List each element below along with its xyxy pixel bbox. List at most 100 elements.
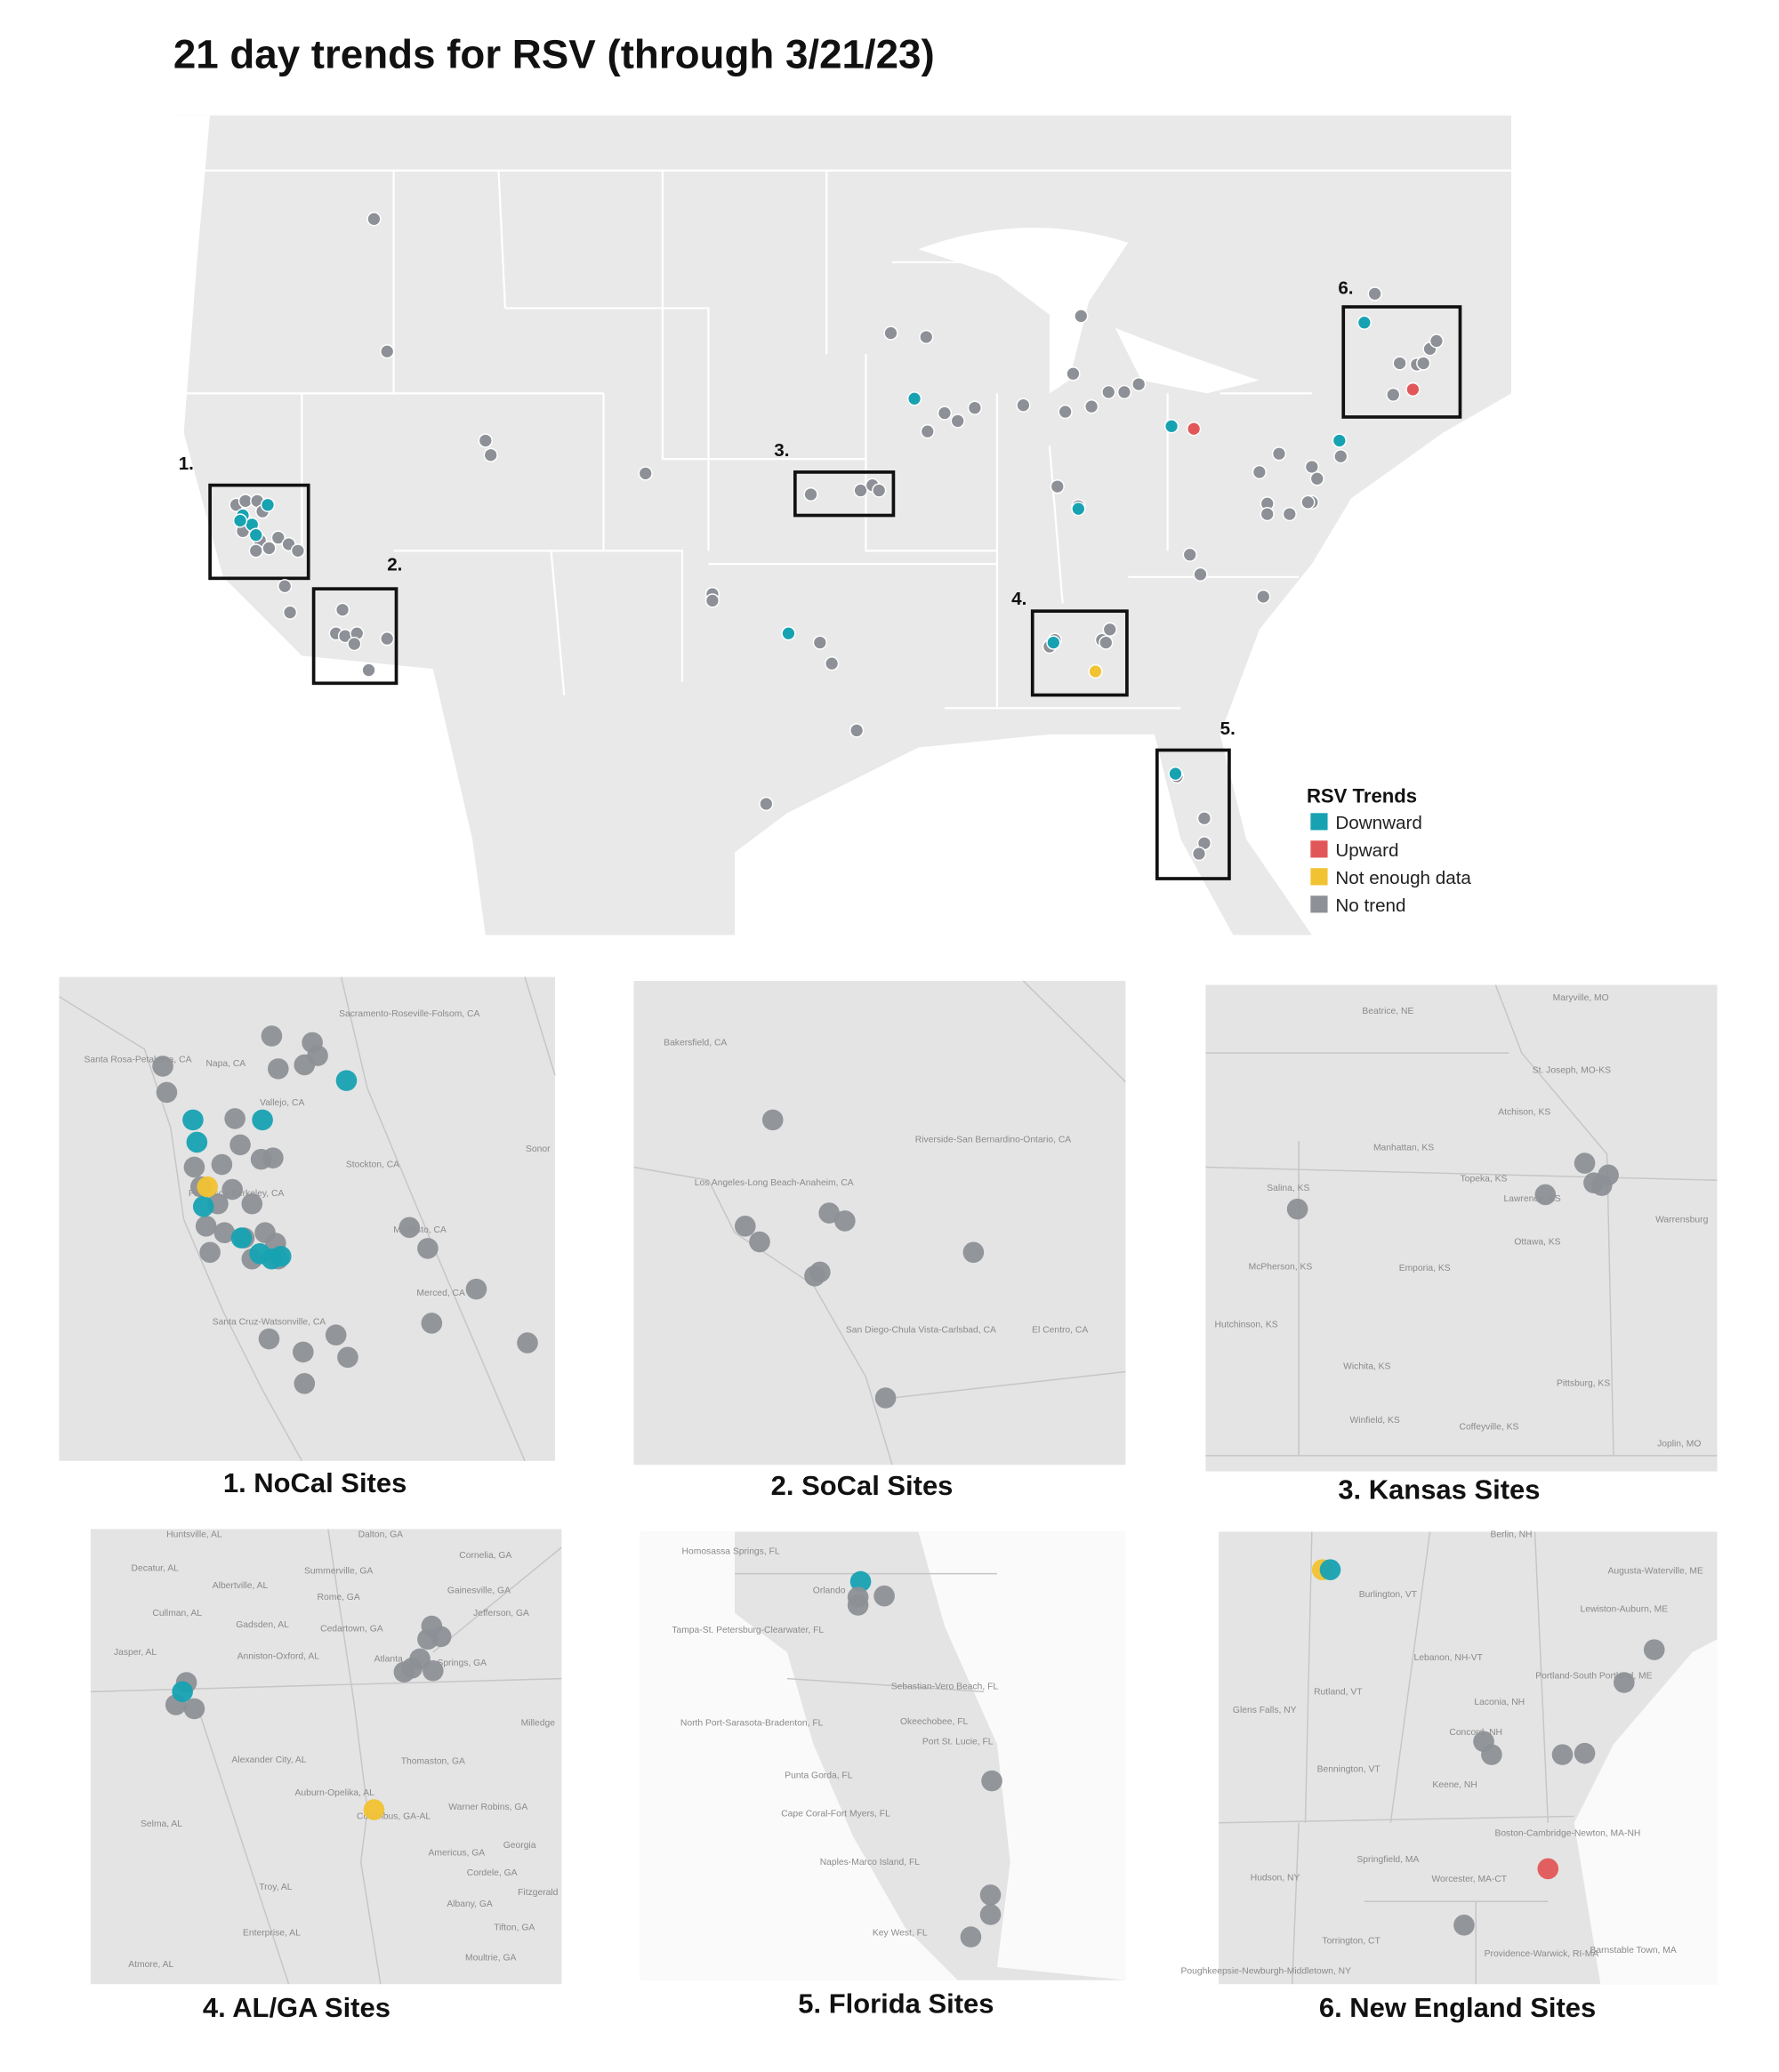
- place-label: Topeka, KS: [1461, 1175, 1508, 1185]
- inset-caption: 5. Florida Sites: [798, 1988, 994, 2020]
- place-label: Port St. Lucie, FL: [922, 1737, 994, 1747]
- site-marker: [1367, 286, 1382, 301]
- place-label: Gainesville, GA: [447, 1586, 511, 1596]
- site-marker: [873, 1585, 895, 1607]
- place-label: Laconia, NH: [1474, 1698, 1525, 1707]
- site-marker: [759, 796, 774, 812]
- site-marker: [380, 631, 395, 646]
- place-label: Atmore, AL: [128, 1960, 173, 1970]
- place-label: Cordele, GA: [467, 1868, 518, 1878]
- site-marker: [919, 329, 934, 345]
- site-marker: [1282, 506, 1297, 522]
- region-box: [1030, 609, 1129, 697]
- place-label: Santa Rosa-Petaluma, CA: [85, 1055, 192, 1064]
- site-marker: [1193, 566, 1208, 582]
- place-label: Okeechobee, FL: [900, 1717, 969, 1727]
- state-border: [497, 170, 507, 309]
- place-label: Winfield, KS: [1350, 1416, 1400, 1426]
- legend-swatch: [1310, 868, 1328, 886]
- place-label: Santa Cruz-Watsonville, CA: [213, 1317, 326, 1327]
- place-label: Worcester, MA-CT: [1432, 1875, 1508, 1884]
- place-label: Barnstable Town, MA: [1590, 1946, 1677, 1956]
- site-marker: [1252, 464, 1267, 479]
- state-border: [393, 550, 684, 682]
- site-marker: [849, 723, 865, 738]
- site-marker: [380, 344, 395, 359]
- site-marker: [761, 1109, 784, 1131]
- site-marker: [874, 1387, 897, 1409]
- site-marker: [1191, 846, 1207, 862]
- region-box: [1155, 748, 1231, 880]
- place-label: Portland-South Portland, ME: [1535, 1672, 1652, 1682]
- region-label: 4.: [1011, 589, 1026, 609]
- place-label: McPherson, KS: [1249, 1262, 1313, 1272]
- site-marker: [517, 1332, 538, 1353]
- site-marker: [1102, 622, 1117, 637]
- site-marker: [1392, 356, 1407, 371]
- site-marker: [183, 1698, 205, 1720]
- site-marker: [270, 1245, 292, 1267]
- region-box: [208, 483, 310, 581]
- state-border: [1048, 446, 1064, 604]
- site-marker: [1453, 1915, 1475, 1936]
- site-marker: [1551, 1744, 1574, 1765]
- place-label: Concord, NH: [1449, 1728, 1502, 1738]
- site-marker: [1574, 1152, 1596, 1174]
- site-marker: [803, 486, 818, 502]
- site-marker: [1481, 1744, 1502, 1765]
- boundary-line: [90, 1677, 562, 1693]
- place-label: Riverside-San Bernardino-Ontario, CA: [915, 1135, 1072, 1144]
- site-marker: [1046, 635, 1061, 650]
- site-marker: [883, 325, 898, 341]
- boundary-line: [1533, 1531, 1550, 1823]
- site-marker: [1309, 471, 1324, 486]
- site-marker: [960, 1926, 982, 1948]
- site-marker: [979, 1884, 1002, 1906]
- site-marker: [1083, 399, 1099, 414]
- site-marker: [347, 636, 362, 652]
- site-marker: [282, 605, 298, 620]
- place-label: Fitzgerald: [518, 1888, 559, 1898]
- place-label: Maryville, MO: [1553, 993, 1609, 1003]
- site-marker: [1386, 387, 1401, 402]
- inset-caption: 1. NoCal Sites: [223, 1467, 407, 1498]
- place-label: Augusta-Waterville, ME: [1608, 1567, 1703, 1577]
- site-marker: [290, 543, 306, 558]
- boundary-line: [340, 976, 526, 1462]
- site-marker: [1534, 1184, 1557, 1206]
- place-label: Rutland, VT: [1314, 1687, 1363, 1697]
- site-marker: [1271, 446, 1287, 462]
- site-marker: [1187, 422, 1202, 437]
- site-marker: [1286, 1198, 1308, 1220]
- site-marker: [981, 1770, 1002, 1792]
- legend-title: RSV Trends: [1307, 785, 1417, 807]
- place-label: Hudson, NY: [1251, 1874, 1300, 1883]
- place-label: Poughkeepsie-Newburgh-Middletown, NY: [1180, 1966, 1351, 1976]
- legend-swatch: [1310, 813, 1328, 831]
- legend-swatch: [1310, 840, 1328, 858]
- site-marker: [1196, 811, 1212, 826]
- water: [1574, 1639, 1718, 1985]
- site-marker: [258, 1328, 280, 1350]
- boundary-line: [524, 976, 556, 1076]
- site-marker: [920, 424, 935, 439]
- site-marker: [1300, 494, 1316, 510]
- site-marker: [979, 1904, 1002, 1925]
- site-marker: [335, 1070, 358, 1091]
- place-label: Burlington, VT: [1359, 1590, 1418, 1600]
- site-marker: [1260, 506, 1275, 522]
- place-label: Torrington, CT: [1322, 1936, 1381, 1946]
- site-marker: [962, 1241, 985, 1264]
- place-label: Albertville, AL: [213, 1581, 269, 1591]
- site-marker: [478, 433, 493, 448]
- place-label: Salina, KS: [1267, 1184, 1309, 1193]
- boundary-line: [891, 1370, 1126, 1399]
- region-label: 5.: [1220, 719, 1236, 739]
- title: 21 day trends for RSV (through 3/21/23): [173, 32, 935, 77]
- place-label: Wichita, KS: [1343, 1362, 1390, 1372]
- boundary-line: [1022, 980, 1126, 1083]
- inset-background: [90, 1529, 562, 1985]
- place-label: Emporia, KS: [1399, 1264, 1451, 1273]
- site-marker: [1319, 1559, 1341, 1580]
- place-label: Coffeyville, KS: [1459, 1422, 1518, 1432]
